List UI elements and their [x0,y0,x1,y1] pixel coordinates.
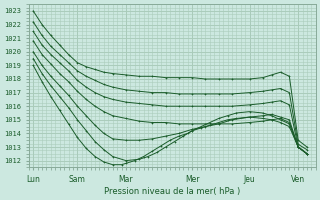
X-axis label: Pression niveau de la mer( hPa ): Pression niveau de la mer( hPa ) [104,187,240,196]
